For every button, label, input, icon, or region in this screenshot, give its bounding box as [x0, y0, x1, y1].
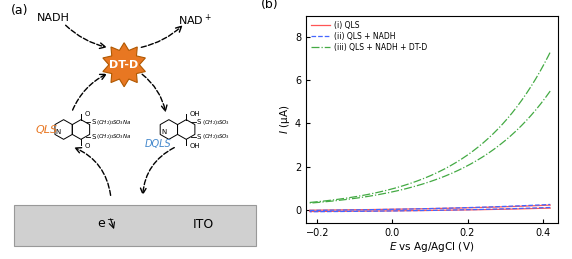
Text: S: S — [197, 134, 201, 140]
X-axis label: $E$ vs Ag/AgCl (V): $E$ vs Ag/AgCl (V) — [389, 240, 475, 254]
Y-axis label: $I$ (μA): $I$ (μA) — [278, 105, 292, 134]
Text: O: O — [84, 142, 89, 149]
Text: NAD$^+$: NAD$^+$ — [178, 13, 212, 28]
Text: $SO_3$: $SO_3$ — [217, 132, 229, 141]
Text: $(CH_2)_3$: $(CH_2)_3$ — [97, 132, 116, 141]
Text: OH: OH — [189, 142, 200, 149]
Text: $SO_3Na$: $SO_3Na$ — [112, 118, 132, 127]
Text: QLS: QLS — [35, 125, 58, 134]
Text: S: S — [92, 134, 96, 140]
Text: ITO: ITO — [192, 218, 214, 231]
Text: DT-D: DT-D — [109, 60, 139, 70]
Text: DQLS: DQLS — [145, 139, 172, 149]
Text: S: S — [92, 119, 96, 125]
Text: N: N — [161, 129, 166, 135]
Text: $SO_3Na$: $SO_3Na$ — [112, 132, 132, 141]
Text: $SO_3$: $SO_3$ — [217, 118, 229, 127]
Text: O: O — [84, 111, 89, 118]
Text: e$^-$: e$^-$ — [97, 218, 114, 231]
Legend: (i) QLS, (ii) QLS + NADH, (iii) QLS + NADH + DT-D: (i) QLS, (ii) QLS + NADH, (iii) QLS + NA… — [310, 19, 428, 53]
Text: (a): (a) — [11, 4, 29, 17]
Text: $(CH_2)_3$: $(CH_2)_3$ — [202, 118, 221, 127]
Text: (b): (b) — [261, 0, 279, 11]
Text: $(CH_2)_3$: $(CH_2)_3$ — [97, 118, 116, 127]
Text: N: N — [55, 129, 61, 135]
Text: NADH: NADH — [37, 13, 70, 23]
Bar — [14, 205, 256, 246]
Text: $(CH_2)_3$: $(CH_2)_3$ — [202, 132, 221, 141]
Text: S: S — [197, 119, 201, 125]
Text: OH: OH — [189, 111, 200, 118]
Polygon shape — [103, 43, 145, 87]
